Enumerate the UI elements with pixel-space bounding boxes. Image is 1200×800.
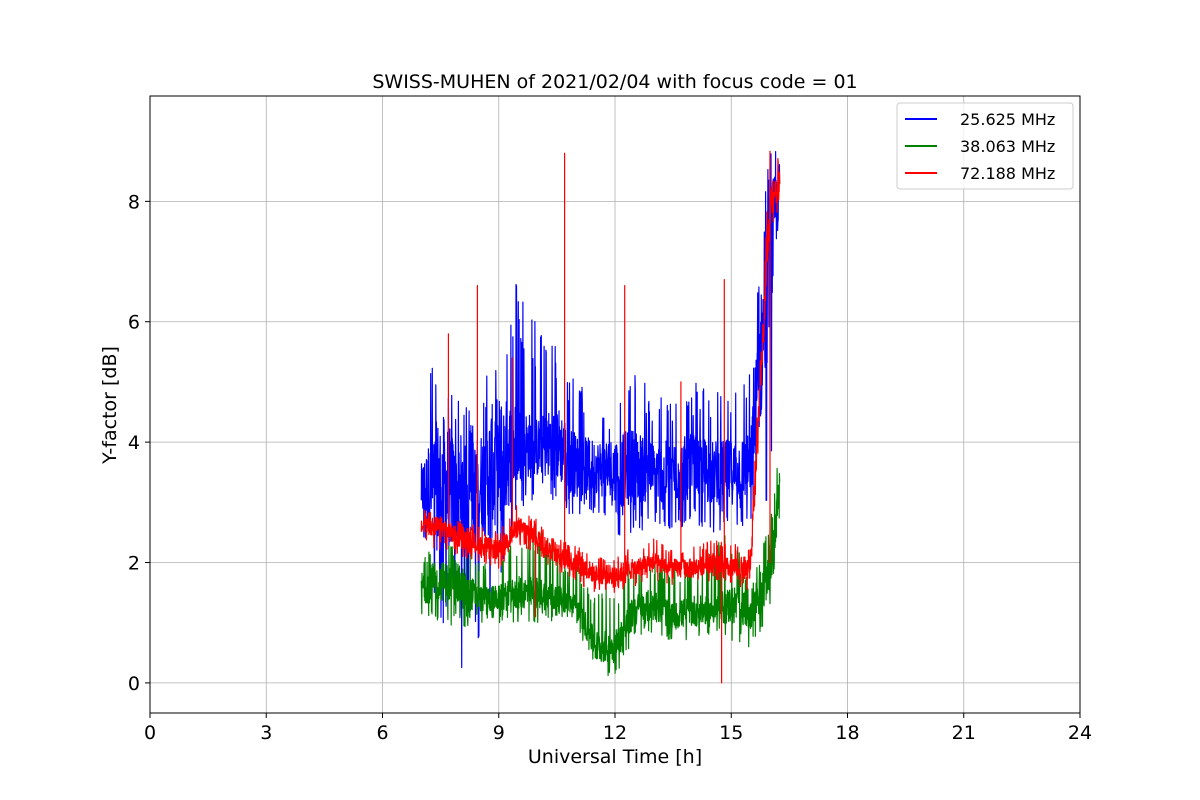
x-tick-label: 9 [493,722,505,744]
legend-label: 38.063 MHz [960,137,1055,156]
chart-title: SWISS-MUHEN of 2021/02/04 with focus cod… [372,71,857,93]
series-line [420,150,781,684]
plot-area [420,150,781,684]
x-tick-label: 12 [603,722,627,744]
y-tick-label: 2 [128,553,140,575]
y-tick-label: 4 [128,432,140,454]
legend-label: 25.625 MHz [960,110,1055,129]
series-line [420,151,781,668]
legend-box [896,102,1074,190]
y-axis-label: Y-factor [dB] [99,346,121,465]
x-tick-label: 6 [376,722,388,744]
series-line [420,467,781,677]
y-tick-label: 8 [128,191,140,213]
legend: 25.625 MHz 38.063 MHz 72.188 MHz [896,102,1074,190]
x-tick-label: 15 [719,722,743,744]
x-tick-label: 3 [260,722,272,744]
y-tick-label: 6 [128,312,140,334]
legend-label: 72.188 MHz [960,164,1055,183]
x-axis-label: Universal Time [h] [528,746,702,768]
x-tick-label: 21 [952,722,976,744]
x-tick-label: 24 [1068,722,1092,744]
x-tick-label: 0 [144,722,156,744]
x-tick-label: 18 [835,722,859,744]
y-tick-label: 0 [128,673,140,695]
